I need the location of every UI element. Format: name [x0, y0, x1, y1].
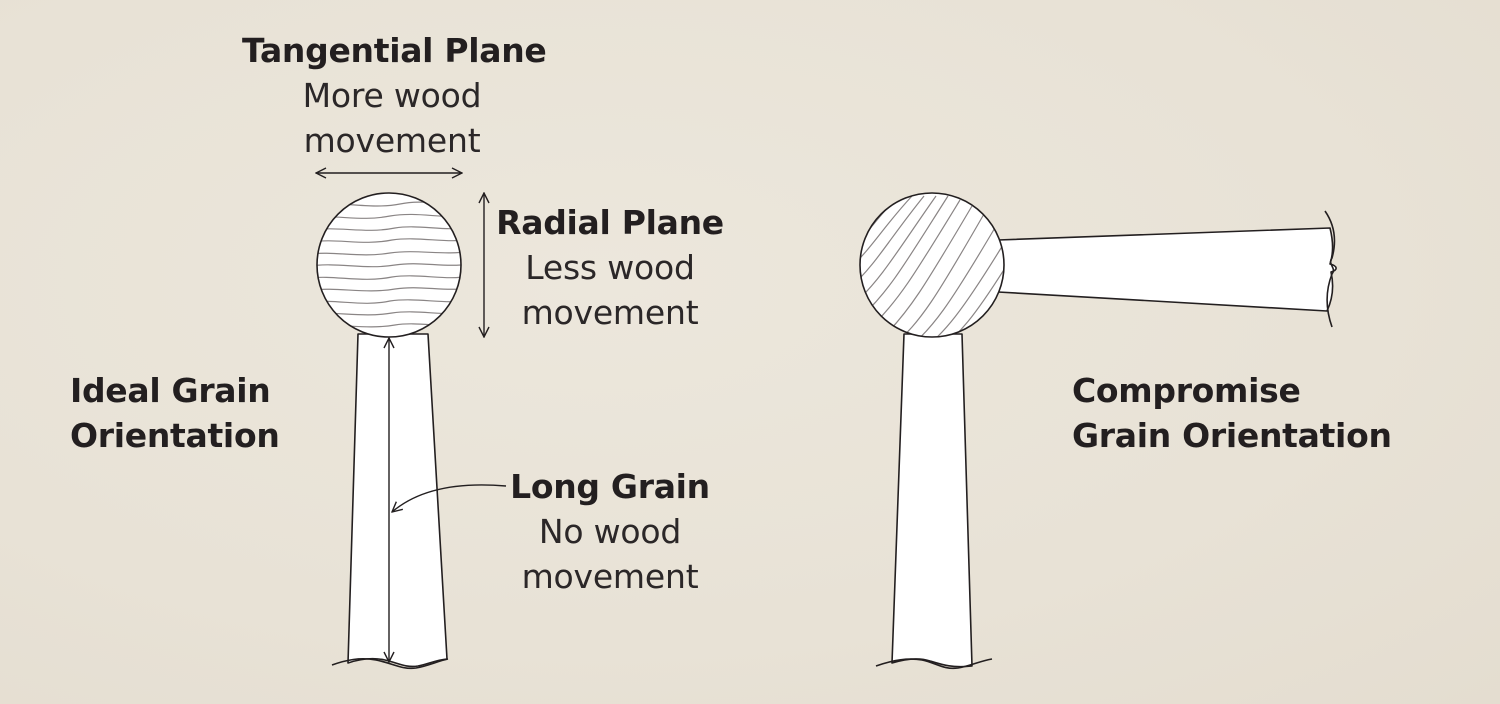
ideal-leg — [347, 333, 448, 668]
radial-line1: Less wood — [525, 248, 695, 287]
tangential-line2: movement — [303, 121, 481, 160]
long-grain-line2: movement — [521, 557, 699, 596]
ideal-leg-break — [331, 658, 449, 670]
long-grain-line1: No wood — [538, 512, 682, 551]
radial-title: Radial Plane — [496, 203, 724, 242]
compromise-line2: Grain Orientation — [1072, 416, 1392, 455]
compromise-leg-break — [875, 658, 993, 670]
compromise-orientation-label: Compromise Grain Orientation — [1072, 368, 1432, 458]
compromise-leg — [891, 333, 973, 668]
long-grain-title: Long Grain — [510, 467, 710, 506]
ideal-line1: Ideal Grain — [70, 371, 271, 410]
tangential-label: Tangential Plane More wood movement — [242, 28, 547, 163]
ideal-orientation-label: Ideal Grain Orientation — [70, 368, 310, 458]
long-grain-leader — [392, 484, 507, 512]
compromise-tenon-ball — [860, 193, 1004, 337]
ideal-line2: Orientation — [70, 416, 280, 455]
radial-label: Radial Plane Less wood movement — [492, 200, 728, 335]
tangential-title: Tangential Plane — [242, 31, 547, 70]
tangential-line1: More wood — [302, 76, 482, 115]
radial-line2: movement — [521, 293, 699, 332]
compromise-stretcher — [997, 227, 1337, 312]
compromise-line1: Compromise — [1072, 371, 1301, 410]
long-grain-label: Long Grain No wood movement — [502, 464, 718, 599]
compromise-stretcher-break — [1324, 210, 1336, 328]
